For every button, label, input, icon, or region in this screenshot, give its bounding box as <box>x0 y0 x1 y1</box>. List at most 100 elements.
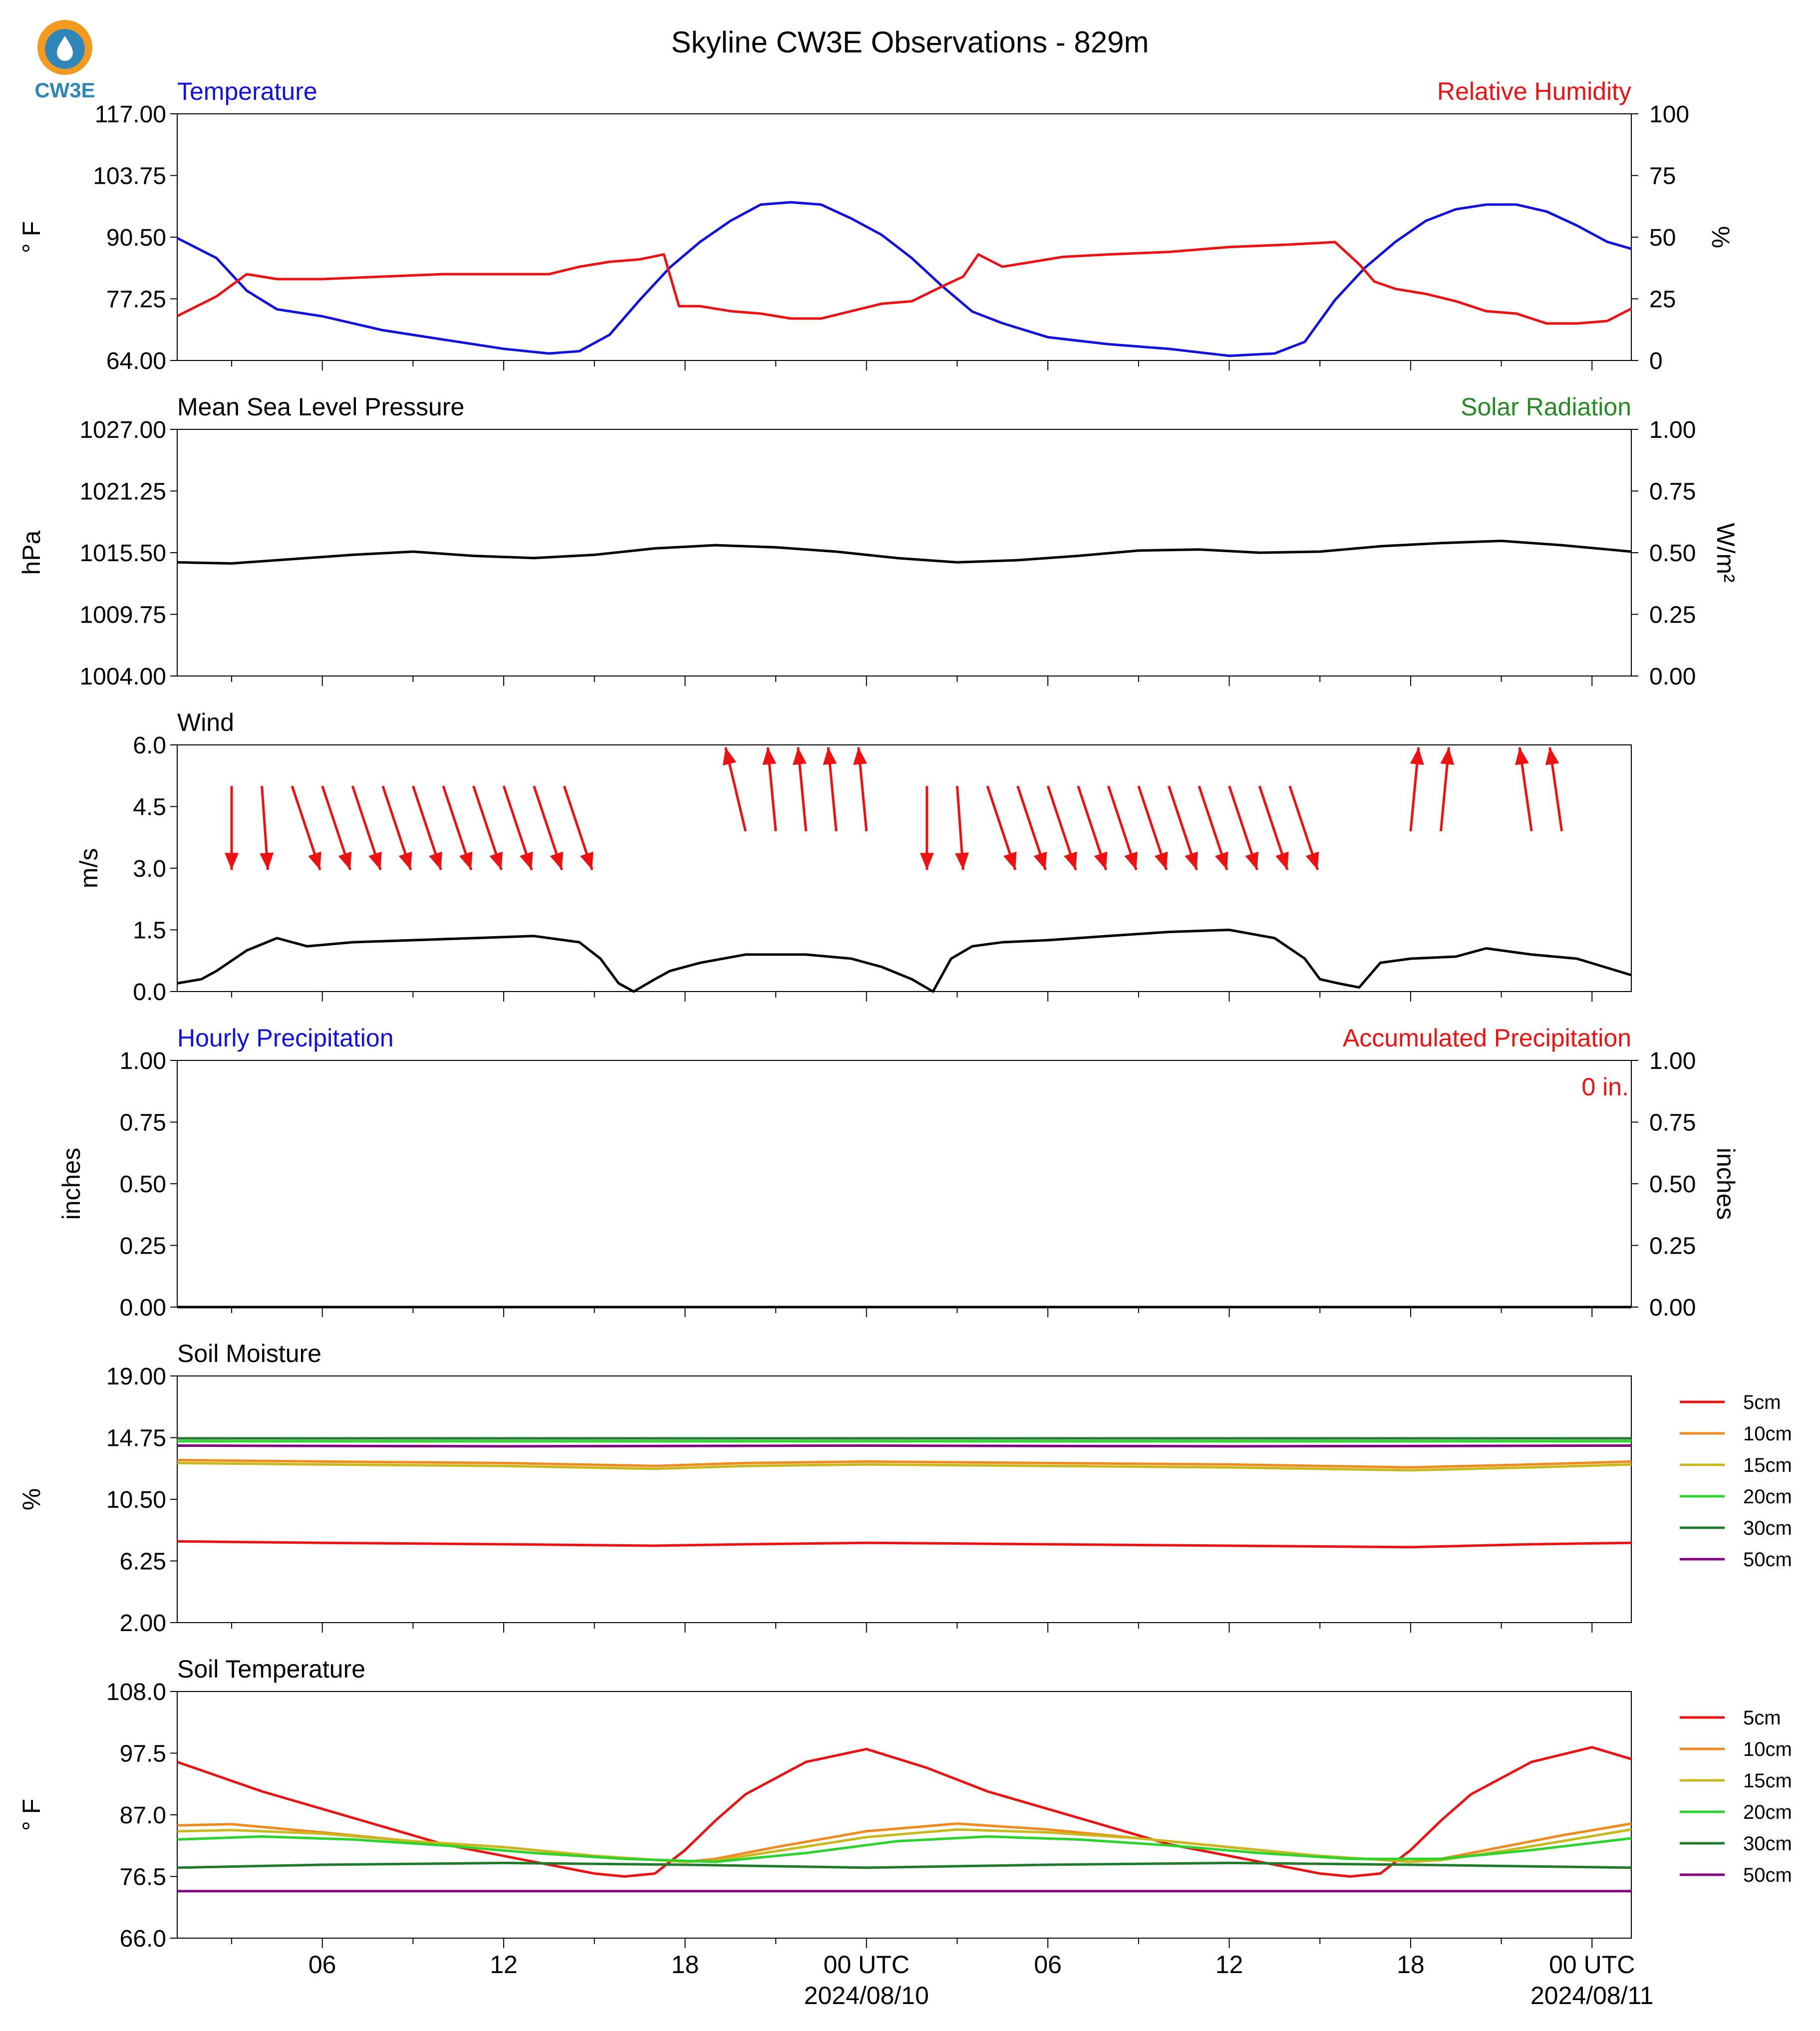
y-tick-label-right: 0.50 <box>1649 1171 1696 1198</box>
y-tick-label: 97.5 <box>120 1741 166 1767</box>
y-tick-label: 19.00 <box>106 1363 166 1390</box>
y-tick-label-right: 50 <box>1649 225 1676 251</box>
plot-frame <box>177 1060 1632 1308</box>
series-line-30cm <box>177 1861 1632 1869</box>
y-tick-label-right: 75 <box>1649 163 1676 190</box>
legend-label: 10cm <box>1743 1738 1792 1760</box>
wind-vector-head <box>1245 851 1259 870</box>
wind-vector-head <box>459 851 473 870</box>
panel-soil_temperature: Soil Temperature 66.0 76.5 87.0 97.5 108.0 ° F… <box>17 1655 1792 2010</box>
y-tick-label-right: 100 <box>1649 101 1689 128</box>
y-tick-label: 3.0 <box>133 856 166 882</box>
wind-vector-head <box>520 851 533 870</box>
x-tick-label: 18 <box>671 1951 699 1979</box>
x-tick-label: 06 <box>308 1951 336 1979</box>
wind-vector-head <box>1275 851 1289 870</box>
wind-vector-head <box>722 747 737 766</box>
y-tick-label: 103.75 <box>93 163 166 190</box>
y-tick-label: 1027.00 <box>79 417 166 443</box>
panel-precip: Hourly Precipitation Accumulated Precipit… <box>57 1024 1740 1321</box>
y-tick-label-right: 0.00 <box>1649 664 1696 690</box>
wind-vector-head <box>1124 851 1138 870</box>
y-axis-label-right: W/m² <box>1712 523 1740 582</box>
panel-soil_moisture: Soil Moisture 2.00 6.25 10.50 14.75 19.00% 5cm… <box>17 1340 1792 1637</box>
y-tick-label: 0.0 <box>133 979 166 1006</box>
y-tick-label: 1.00 <box>120 1048 166 1074</box>
wind-vector-head <box>792 747 807 765</box>
legend-label: 15cm <box>1743 1454 1792 1476</box>
series-line-temperature <box>176 201 1632 357</box>
x-tick-label: 06 <box>1034 1951 1062 1979</box>
y-tick-label-right: 0.50 <box>1649 540 1696 567</box>
y-tick-label-right: 1.00 <box>1649 1048 1696 1074</box>
y-tick-label: 14.75 <box>106 1425 166 1452</box>
y-tick-label-right: 0 <box>1649 348 1663 374</box>
y-axis-label: inches <box>57 1148 85 1220</box>
wind-vector-head <box>225 853 239 870</box>
panel-mslp: Mean Sea Level Pressure Solar Radiation 10… <box>17 393 1740 690</box>
wind-vector-head <box>823 747 837 765</box>
wind-vector-head <box>853 747 867 765</box>
wind-vector-head <box>580 851 594 870</box>
series-line-5cm <box>177 1746 1632 1878</box>
y-axis-label: ° F <box>17 221 45 253</box>
wind-vector-head <box>1305 851 1319 870</box>
y-axis-label: m/s <box>75 848 103 889</box>
series-line-15cm <box>177 1828 1632 1863</box>
panel-wind: Wind 0.0 1.5 3.0 4.5 6.0 m/s <box>75 708 1632 1006</box>
y-axis-label: hPa <box>17 530 45 575</box>
panel-title-left: Soil Temperature <box>177 1655 365 1683</box>
x-tick-label: 12 <box>1215 1951 1243 1979</box>
plot-frame <box>177 113 1632 361</box>
panel-title-left: Mean Sea Level Pressure <box>177 393 464 421</box>
y-tick-label: 1009.75 <box>79 602 166 629</box>
y-tick-label: 0.75 <box>120 1110 166 1136</box>
y-tick-label-right: 0.75 <box>1649 479 1696 505</box>
legend-label: 10cm <box>1743 1423 1792 1445</box>
logo-text: CW3E <box>34 78 95 102</box>
legend-label: 50cm <box>1743 1549 1792 1571</box>
y-tick-label: 77.25 <box>106 287 166 313</box>
panels: Temperature Relative Humidity 64.00 77.25 90… <box>17 77 1792 2010</box>
wind-vector-head <box>1094 851 1108 870</box>
legend-label: 5cm <box>1743 1391 1781 1413</box>
x-tick-label: 12 <box>490 1951 518 1979</box>
x-tick-label: 18 <box>1397 1951 1425 1979</box>
y-tick-label: 1004.00 <box>79 664 166 690</box>
wind-vector-head <box>429 851 442 870</box>
y-tick-label: 0.25 <box>120 1233 166 1260</box>
y-tick-label: 87.0 <box>120 1802 166 1829</box>
y-tick-label: 0.00 <box>120 1295 166 1321</box>
y-tick-label-right: 0.00 <box>1649 1295 1696 1321</box>
legend-label: 20cm <box>1743 1801 1792 1823</box>
plot-frame <box>177 1691 1632 1939</box>
wind-vector-head <box>1440 747 1455 765</box>
y-tick-label: 0.50 <box>120 1171 166 1198</box>
wind-vector-head <box>919 853 934 870</box>
wind-vector-head <box>1515 747 1529 765</box>
panel-title-left: Soil Moisture <box>177 1340 321 1367</box>
wind-vector-head <box>489 851 503 870</box>
wind-vector-head <box>1410 747 1424 765</box>
y-tick-label: 2.00 <box>120 1610 166 1637</box>
series-line-mean-sea-level-pressure <box>177 539 1632 565</box>
wind-vector-head <box>955 852 969 870</box>
y-tick-label: 90.50 <box>106 225 166 251</box>
wind-vector-head <box>398 851 412 870</box>
y-tick-label-right: 0.75 <box>1649 1110 1696 1136</box>
y-axis-label: % <box>17 1488 45 1510</box>
legend-label: 30cm <box>1743 1517 1792 1539</box>
logo-drop-icon <box>57 36 73 61</box>
wind-vector-head <box>368 851 382 870</box>
x-tick-label: 00 UTC 2024/08/11 <box>1530 1951 1654 2010</box>
wind-vector-head <box>1064 851 1077 870</box>
y-axis-label-right: % <box>1707 226 1735 248</box>
panel-title-left: Wind <box>177 708 234 736</box>
y-tick-label: 1021.25 <box>79 479 166 505</box>
y-tick-label: 4.5 <box>133 794 166 821</box>
plot-frame <box>177 744 1632 992</box>
panel-temp_rh: Temperature Relative Humidity 64.00 77.25 90… <box>17 77 1735 374</box>
series-line-relative-humidity <box>176 241 1632 325</box>
